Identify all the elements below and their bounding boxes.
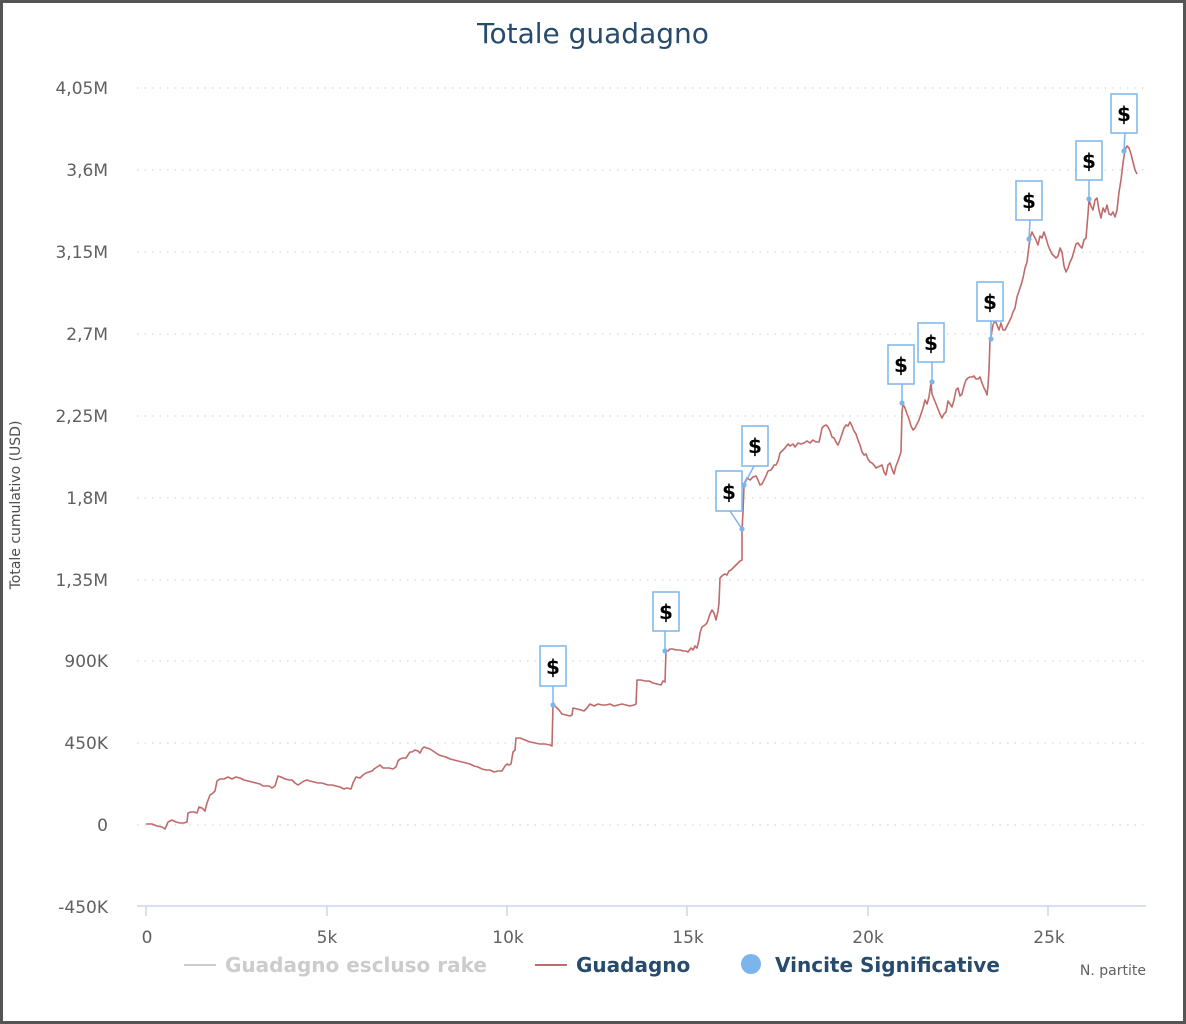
legend-item-wins[interactable]: Vincite Significative [741, 953, 1000, 977]
y-tick: 0 [97, 816, 108, 836]
series-guadagno-line [146, 145, 1138, 830]
y-axis-ticks: 4,05M 3,6M 3,15M 2,7M 2,25M 1,8M 1,35M 9… [55, 79, 108, 918]
significant-win-flag[interactable]: $ [1110, 93, 1138, 154]
win-marker-dot[interactable] [1026, 236, 1032, 242]
dollar-icon: $ [894, 353, 908, 377]
significant-win-flag[interactable]: $ [917, 322, 945, 385]
legend-label: Guadagno escluso rake [225, 953, 487, 977]
win-marker-dot[interactable] [662, 648, 668, 654]
y-tick: 900K [64, 652, 108, 672]
y-tick: 450K [64, 734, 108, 754]
significant-win-flag[interactable]: $ [1075, 140, 1103, 202]
gridlines [137, 87, 1146, 826]
win-marker-dot[interactable] [1086, 196, 1092, 202]
dollar-icon: $ [659, 600, 673, 624]
win-marker-dot[interactable] [899, 400, 905, 406]
significant-win-flag[interactable]: $ [1015, 180, 1043, 242]
y-tick: 1,35M [55, 571, 108, 591]
x-axis: 0 5k 10k 15k 20k 25k N. partite [137, 905, 1146, 979]
x-tick: 15k [672, 928, 704, 948]
significant-win-flag[interactable]: $ [539, 645, 567, 708]
legend-item-rake[interactable]: Guadagno escluso rake [184, 953, 487, 977]
y-tick: 3,6M [66, 161, 108, 181]
win-marker-dot[interactable] [739, 526, 745, 532]
dollar-icon: $ [748, 434, 762, 458]
dollar-icon: $ [1022, 189, 1036, 213]
x-tick: 5k [317, 928, 338, 948]
y-tick: -450K [58, 898, 109, 918]
y-tick: 2,7M [66, 325, 108, 345]
x-tick: 20k [852, 928, 884, 948]
chart-title: Totale guadagno [476, 17, 709, 50]
dollar-icon: $ [546, 655, 560, 679]
significant-win-flags: $ $ $ $ $ [539, 93, 1138, 708]
y-tick: 4,05M [55, 79, 108, 99]
win-marker-dot[interactable] [929, 379, 935, 385]
legend-item-gain[interactable]: Guadagno [535, 953, 690, 977]
y-tick: 2,25M [55, 407, 108, 427]
win-marker-dot[interactable] [550, 702, 556, 708]
dollar-icon: $ [722, 480, 736, 504]
legend-label: Guadagno [576, 953, 690, 977]
significant-win-flag[interactable]: $ [715, 470, 745, 532]
x-tick: 25k [1033, 928, 1065, 948]
legend: Guadagno escluso rake Guadagno Vincite S… [184, 953, 1000, 977]
dollar-icon: $ [924, 331, 938, 355]
y-tick: 1,8M [66, 489, 108, 509]
significant-win-flag[interactable]: $ [976, 281, 1004, 342]
dollar-icon: $ [983, 290, 997, 314]
win-marker-dot[interactable] [741, 482, 747, 488]
significant-win-flag[interactable]: $ [741, 425, 769, 488]
x-tick: 10k [492, 928, 524, 948]
significant-win-flag[interactable]: $ [887, 344, 915, 406]
legend-label: Vincite Significative [775, 953, 1000, 977]
win-marker-dot[interactable] [988, 336, 994, 342]
legend-circle-icon [741, 954, 761, 974]
x-tick: 0 [142, 928, 153, 948]
dollar-icon: $ [1117, 102, 1131, 126]
y-axis-label: Totale cumulativo (USD) [8, 421, 24, 591]
y-tick: 3,15M [55, 243, 108, 263]
significant-win-flag[interactable]: $ [652, 591, 680, 654]
dollar-icon: $ [1082, 149, 1096, 173]
x-axis-label: N. partite [1080, 963, 1146, 979]
win-marker-dot[interactable] [1121, 148, 1127, 154]
